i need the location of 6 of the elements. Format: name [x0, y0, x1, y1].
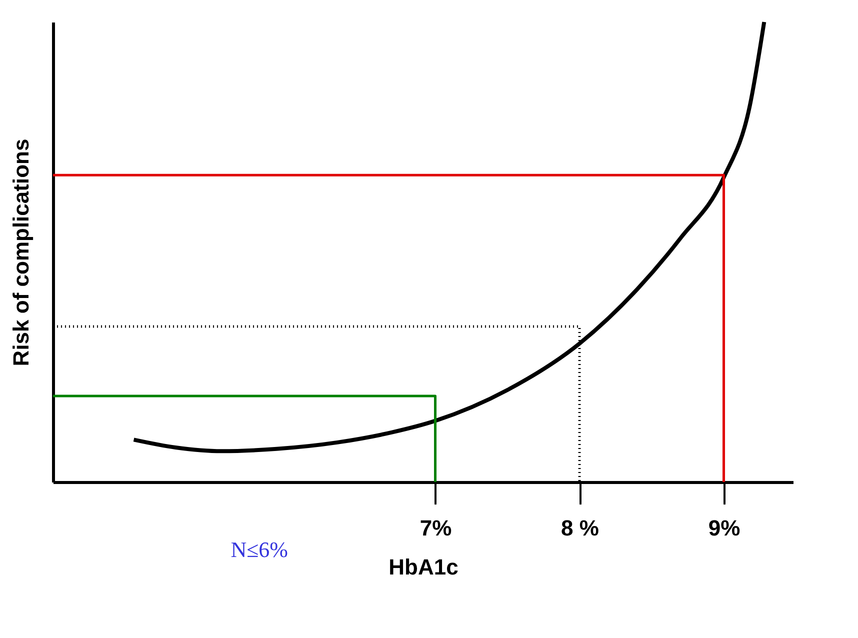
x-tick-label: 8 % [561, 516, 599, 540]
x-axis-title: HbA1c [388, 554, 458, 580]
y-axis-title: Risk of complications [8, 138, 34, 366]
text: N≤6% [230, 537, 288, 562]
x-tick-label: 7% [420, 516, 452, 540]
x-tick-label: 9% [708, 516, 740, 540]
